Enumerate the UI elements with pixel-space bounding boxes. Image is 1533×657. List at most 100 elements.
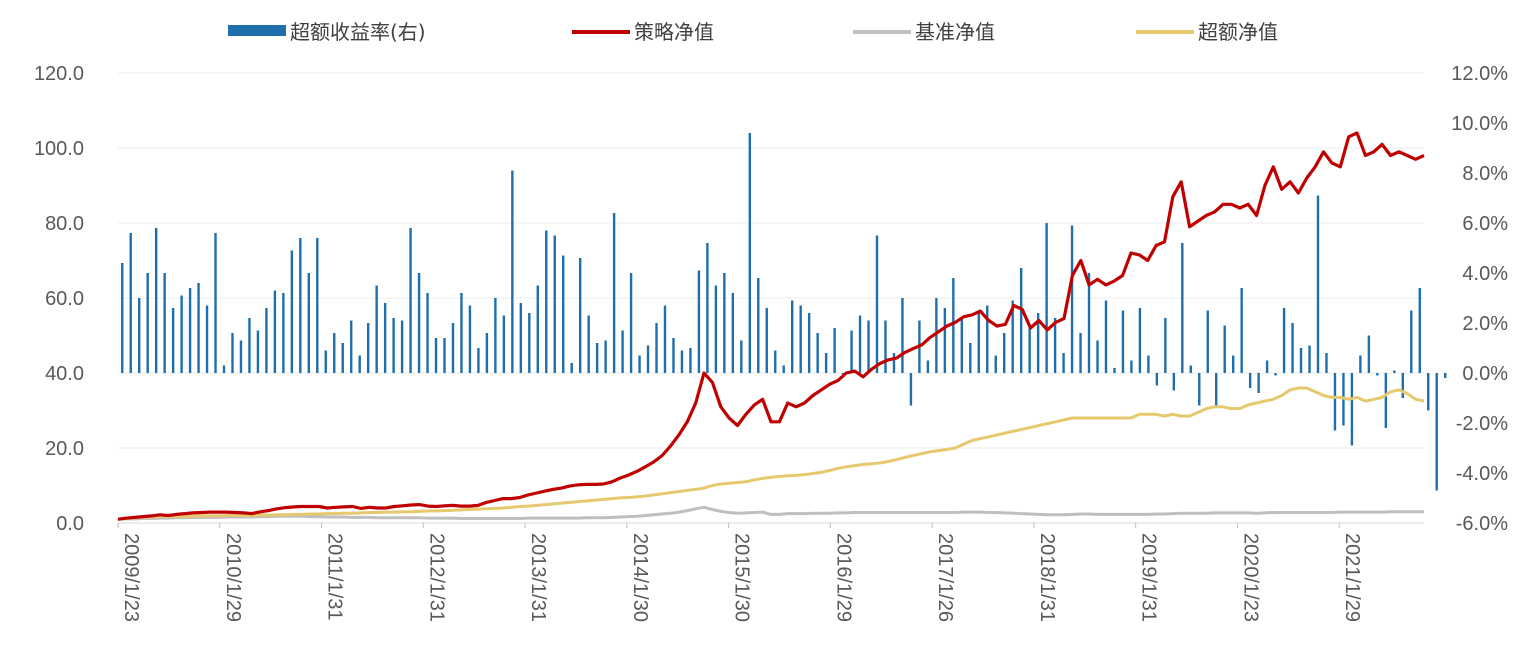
excess-return-bar	[1155, 373, 1159, 386]
excess-return-bar	[926, 360, 930, 373]
excess-return-bar	[943, 308, 947, 373]
excess-return-bar	[502, 315, 506, 373]
excess-return-bar	[1401, 373, 1404, 398]
excess-return-bar	[265, 308, 268, 373]
excess-return-bar	[553, 235, 556, 373]
excess-return-bars	[121, 133, 1447, 491]
excess-return-bar	[1113, 368, 1116, 373]
excess-return-bar	[1172, 373, 1176, 391]
excess-return-bar	[392, 318, 395, 373]
excess-return-bar	[350, 320, 353, 373]
excess-return-bar	[1274, 373, 1277, 376]
excess-return-bar	[1206, 310, 1209, 373]
excess-return-bar	[723, 273, 726, 373]
left-y-tick-label: 20.0	[45, 438, 84, 460]
excess-return-bar	[1248, 373, 1252, 388]
excess-return-bar	[434, 338, 438, 373]
x-tick-label: 2018/1/31	[1036, 533, 1058, 622]
excess-return-bar	[426, 293, 429, 373]
excess-return-bar	[366, 323, 370, 373]
excess-return-bar	[536, 285, 539, 373]
excess-return-bar	[443, 338, 446, 373]
excess-return-bar	[774, 350, 777, 373]
excess-return-bar	[129, 233, 132, 373]
left-y-tick-label: 100.0	[34, 138, 84, 160]
right-y-tick-label: 4.0%	[1462, 263, 1508, 285]
left-y-tick-label: 60.0	[45, 288, 84, 310]
excess-return-bar	[1147, 355, 1150, 373]
excess-return-bar	[282, 293, 285, 373]
excess-return-bar	[1350, 373, 1354, 446]
excess-return-bar	[663, 305, 667, 373]
excess-return-bar	[324, 350, 327, 373]
excess-return-bar	[358, 355, 361, 373]
excess-return-bar	[952, 278, 955, 373]
excess-return-bar	[1028, 328, 1031, 373]
excess-return-bar	[138, 298, 141, 373]
excess-return-bar	[171, 308, 175, 373]
right-y-tick-label: -2.0%	[1456, 413, 1508, 435]
right-y-tick-label: 8.0%	[1462, 163, 1508, 185]
excess-return-bar	[1138, 308, 1142, 373]
excess-return-bar	[316, 238, 319, 373]
x-tick-label: 2021/1/29	[1341, 533, 1363, 622]
excess-return-bar	[180, 295, 183, 373]
excess-return-bar	[1130, 360, 1133, 373]
excess-return-bar	[909, 373, 913, 406]
excess-return-bar	[578, 258, 582, 373]
excess-return-bar	[629, 273, 633, 373]
legend-label-strategy_nav: 策略净值	[634, 20, 714, 44]
excess-return-bar	[740, 340, 743, 373]
x-tick-label: 2017/1/26	[934, 533, 956, 622]
legend-swatch-excess_return	[228, 25, 286, 36]
excess-return-bar	[273, 290, 277, 373]
excess-return-bar	[960, 318, 964, 373]
excess-return-bar	[1045, 223, 1048, 373]
excess-return-bar	[604, 340, 607, 373]
excess-return-bar	[299, 238, 302, 373]
legend-label-excess_nav: 超额净值	[1198, 20, 1278, 44]
excess-return-bar	[1299, 348, 1303, 373]
excess-return-bar	[901, 298, 904, 373]
x-tick-label: 2014/1/30	[629, 533, 651, 622]
right-y-tick-label: 12.0%	[1451, 63, 1508, 85]
excess-return-bar	[1164, 318, 1167, 373]
x-tick-label: 2009/1/23	[120, 533, 142, 622]
x-tick-label: 2012/1/31	[425, 533, 447, 622]
excess-return-bar	[485, 333, 489, 373]
excess-return-bar	[1376, 373, 1379, 376]
left-y-tick-label: 120.0	[34, 63, 84, 85]
excess-return-bar	[1070, 225, 1074, 373]
excess-return-bar	[748, 133, 751, 373]
excess-return-bar	[375, 285, 378, 373]
excess-return-bar	[477, 348, 480, 373]
excess-return-bar	[545, 230, 548, 373]
excess-return-bar	[1053, 318, 1057, 373]
legend-label-excess_return: 超额收益率(右)	[290, 20, 426, 44]
excess-return-bar	[1359, 355, 1362, 373]
excess-return-bar	[1265, 360, 1269, 373]
x-tick-label: 2016/1/29	[832, 533, 854, 622]
excess-return-bar	[1393, 370, 1396, 373]
excess-return-bar	[1444, 373, 1447, 378]
excess-return-bar	[680, 350, 684, 373]
excess-return-bar	[714, 285, 718, 373]
right-y-tick-label: 0.0%	[1462, 363, 1508, 385]
excess-return-bar	[1316, 195, 1320, 373]
left-y-axis: 0.0 20.0 40.0 60.0 80.0 100.0 120.0	[34, 63, 84, 535]
excess-return-bar	[1410, 310, 1413, 373]
excess-return-bar	[807, 313, 811, 373]
excess-return-bar	[850, 330, 853, 373]
excess-return-bar	[757, 278, 760, 373]
excess-return-bar	[1231, 355, 1235, 373]
excess-return-bar	[222, 365, 226, 373]
x-tick-label: 2015/1/30	[731, 533, 753, 622]
excess-return-bar	[875, 235, 879, 373]
legend: 超额收益率(右) 策略净值 基准净值 超额净值	[228, 20, 1278, 44]
excess-return-bar	[1325, 353, 1328, 373]
excess-return-bar	[1282, 308, 1286, 373]
strategy-nav-line	[117, 131, 1425, 521]
excess-return-bar	[197, 283, 200, 373]
excess-return-bar	[239, 340, 243, 373]
excess-return-bar	[383, 303, 387, 373]
